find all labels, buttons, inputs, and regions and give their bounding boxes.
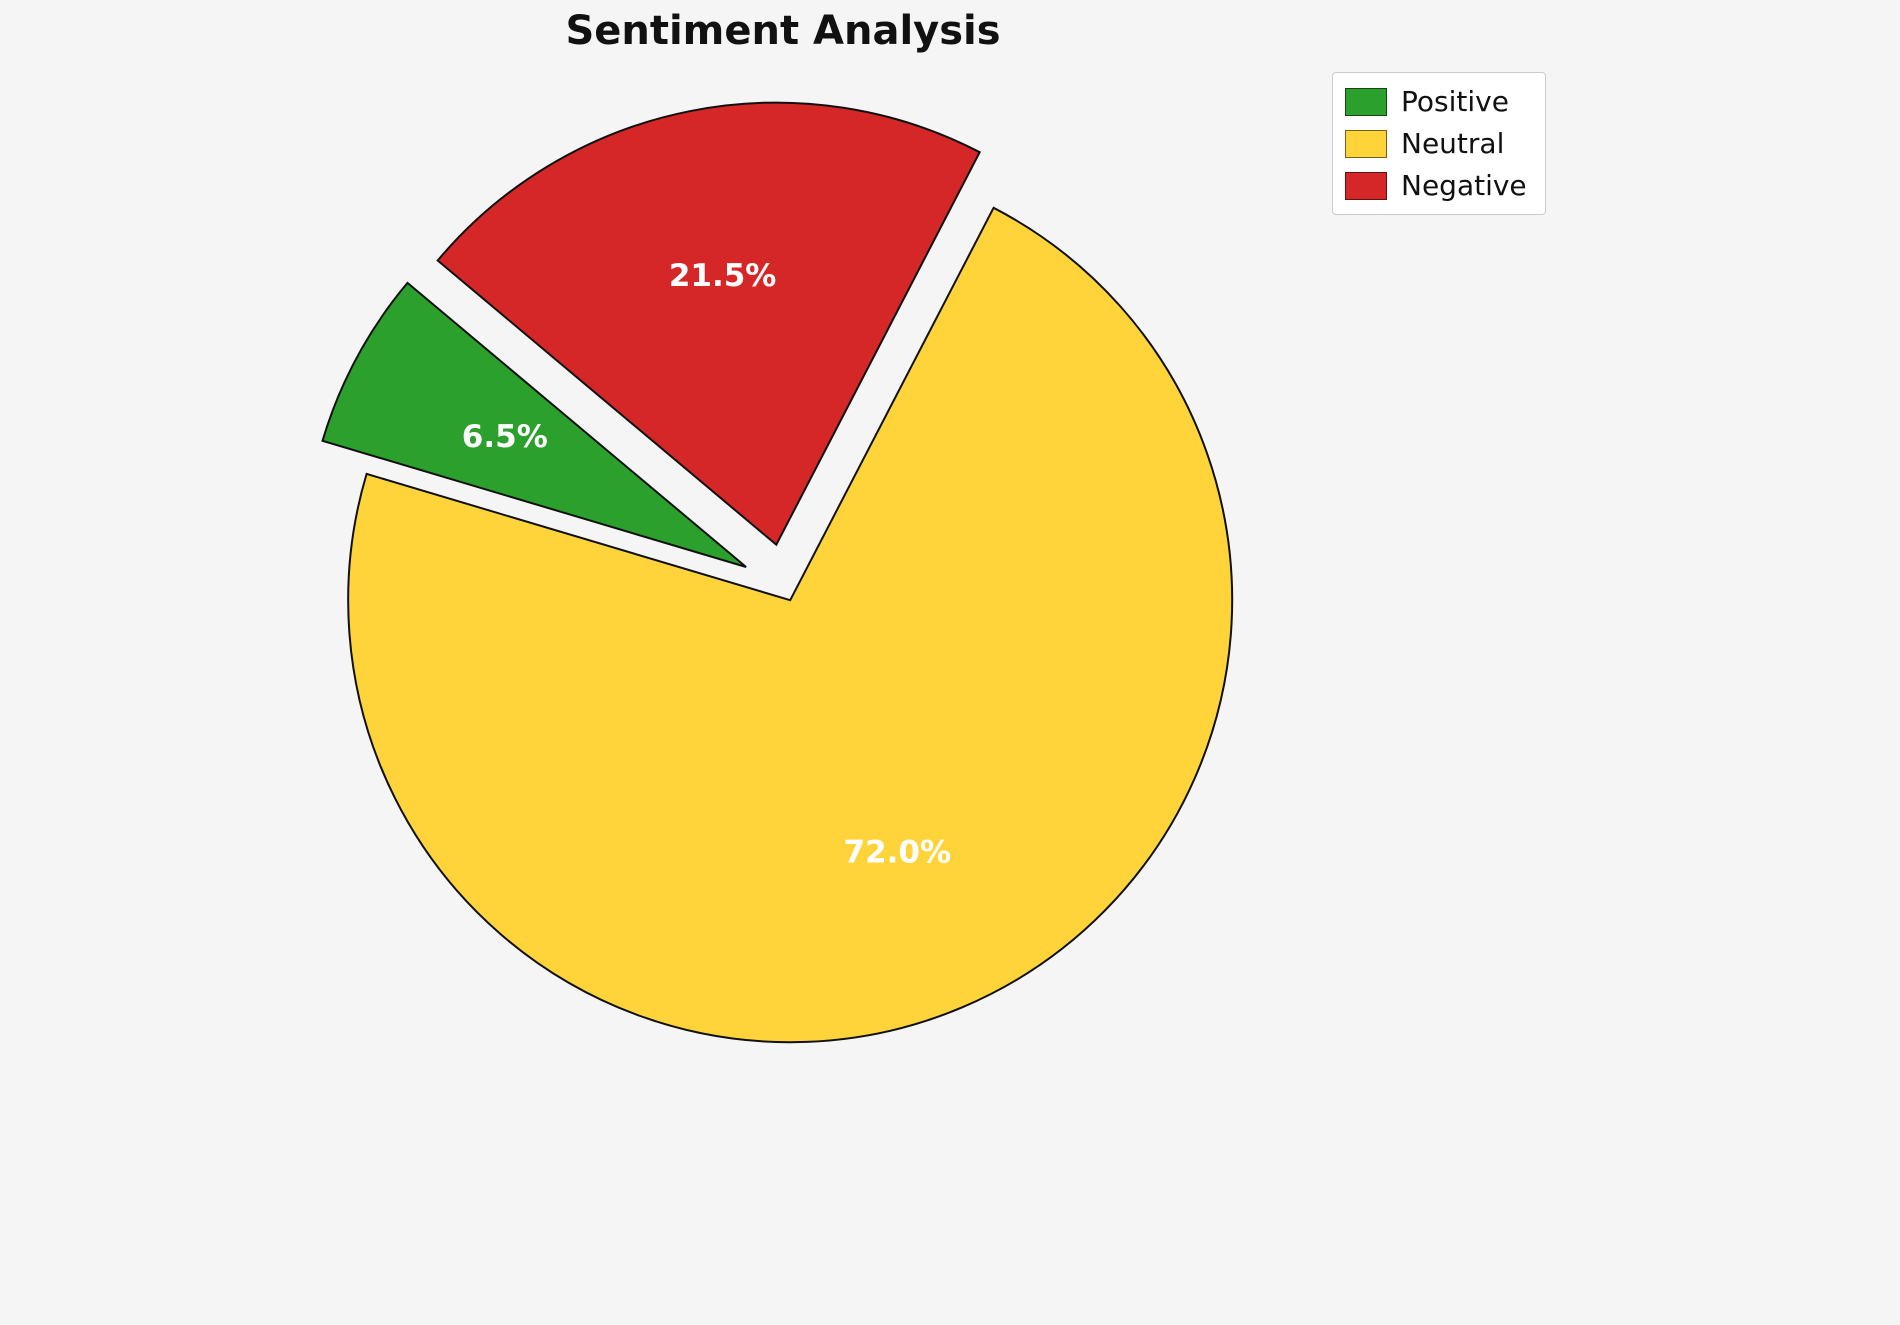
chart-title: Sentiment Analysis bbox=[565, 8, 1001, 54]
legend-item-neutral: Neutral bbox=[1345, 127, 1527, 160]
pie-label-positive: 6.5% bbox=[462, 419, 548, 455]
pie-slice-neutral bbox=[347, 206, 1234, 1044]
pie-label-negative: 21.5% bbox=[669, 258, 777, 294]
legend-item-negative: Negative bbox=[1345, 169, 1527, 202]
legend-label-positive: Positive bbox=[1401, 85, 1509, 118]
legend-label-negative: Negative bbox=[1401, 169, 1527, 202]
legend-label-neutral: Neutral bbox=[1401, 127, 1505, 160]
legend: Positive Neutral Negative bbox=[1332, 72, 1546, 215]
positive-swatch-icon bbox=[1345, 87, 1387, 116]
pie-slice-negative bbox=[436, 101, 982, 547]
pie-label-neutral: 72.0% bbox=[844, 835, 952, 871]
negative-swatch-icon bbox=[1345, 171, 1387, 200]
legend-item-positive: Positive bbox=[1345, 85, 1527, 118]
neutral-swatch-icon bbox=[1345, 129, 1387, 158]
pie-slice-positive bbox=[321, 281, 747, 568]
